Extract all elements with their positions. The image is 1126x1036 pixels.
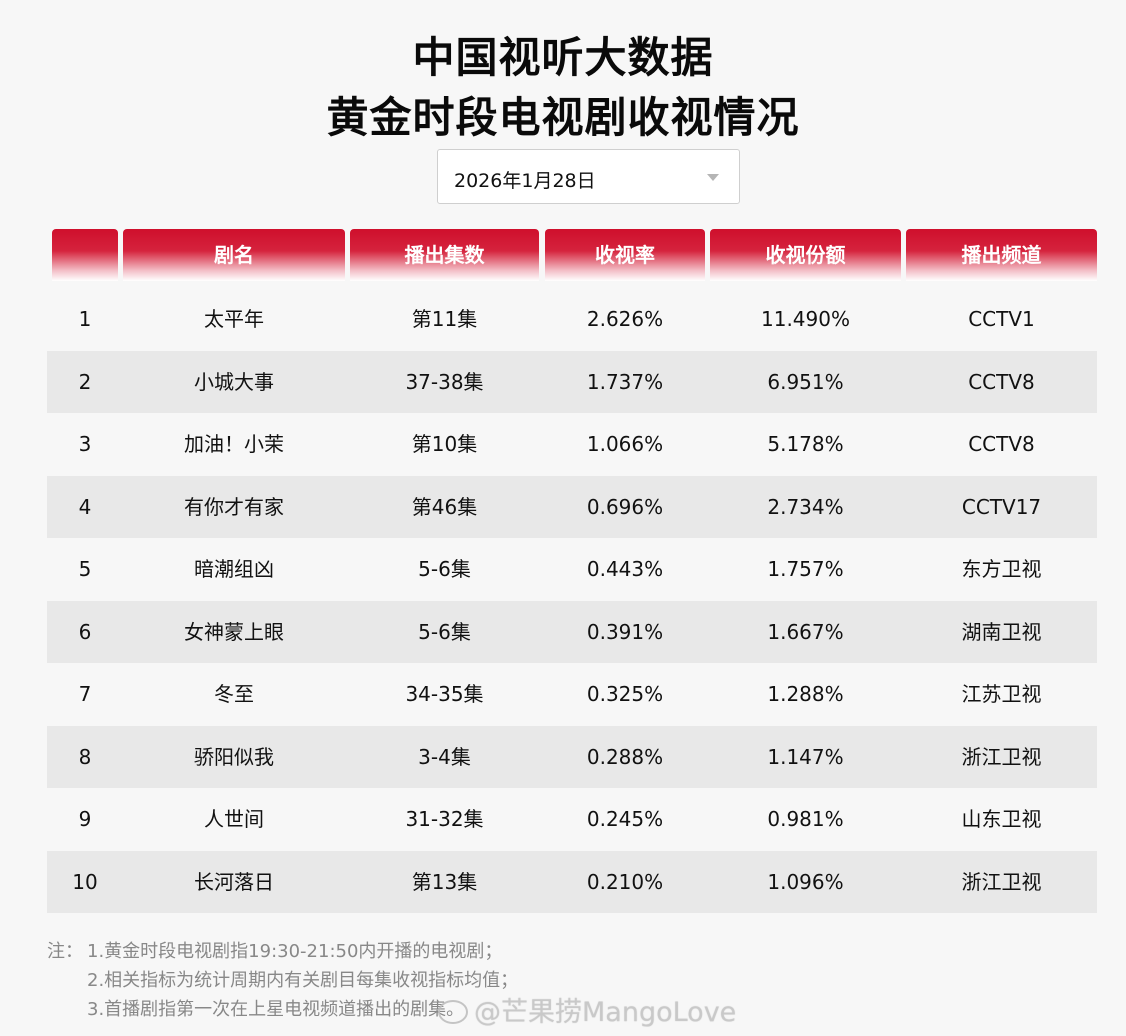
cell-title: 太平年 [204,307,264,331]
table-row: 8 骄阳似我 3-4集 0.288% 1.147% 浙江卫视 [47,726,1097,788]
note-line: 3.首播剧指第一次在上星电视频道播出的剧集。 [87,999,465,1020]
cell-channel: 浙江卫视 [961,745,1042,769]
cell-episodes: 34-35集 [405,682,484,706]
cell-title: 暗潮组凶 [194,557,274,581]
cell-share: 1.288% [767,682,844,706]
cell-rank: 6 [78,620,92,644]
cell-rating: 0.245% [586,807,664,831]
cell-share: 1.757% [767,557,844,581]
cell-rating: 1.737% [586,370,664,394]
cell-episodes: 第13集 [411,870,478,894]
table-row: 6 女神蒙上眼 5-6集 0.391% 1.667% 湖南卫视 [47,601,1097,663]
cell-rating: 0.443% [586,557,664,581]
cell-rating: 0.288% [586,745,664,769]
cell-title: 骄阳似我 [194,745,274,769]
cell-episodes: 31-32集 [405,807,484,831]
cell-rank: 2 [78,370,92,394]
notes: 注： 1.黄金时段电视剧指19:30-21:50内开播的电视剧； 2.相关指标为… [47,937,518,1024]
column-header-rank [52,229,118,281]
cell-share: 2.734% [767,495,844,519]
page-title: 中国视听大数据 [412,33,714,82]
cell-rank: 5 [78,557,92,581]
table-row: 5 暗潮组凶 5-6集 0.443% 1.757% 东方卫视 [47,538,1097,600]
cell-episodes: 37-38集 [405,370,484,394]
cell-share: 1.147% [767,745,844,769]
column-header-share: 收视份额 [710,229,901,281]
page-subtitle: 黄金时段电视剧收视情况 [326,93,800,142]
cell-rating: 0.325% [586,682,664,706]
cell-channel: 湖南卫视 [961,620,1042,644]
cell-episodes: 第11集 [411,307,478,331]
cell-episodes: 5-6集 [418,557,471,581]
cell-rank: 10 [72,870,98,894]
table-row: 9 人世间 31-32集 0.245% 0.981% 山东卫视 [47,788,1097,850]
cell-rating: 0.391% [586,620,664,644]
notes-prefix: 注： [47,941,83,962]
cell-share: 0.981% [767,807,844,831]
cell-title: 长河落日 [194,870,274,894]
table-row: 1 太平年 第11集 2.626% 11.490% CCTV1 [47,288,1097,350]
date-select[interactable]: 2026年1月28日 [437,149,740,204]
column-header-rating: 收视率 [545,229,705,281]
cell-channel: CCTV8 [968,432,1035,456]
cell-title: 加油！小茉 [184,432,284,456]
column-header-episodes: 播出集数 [350,229,539,281]
cell-episodes: 5-6集 [418,620,471,644]
watermark: @芒果捞MangoLove [438,990,736,1029]
cell-title: 有你才有家 [184,495,284,519]
cell-rank: 7 [78,682,92,706]
cell-share: 5.178% [767,432,844,456]
cell-channel: 东方卫视 [961,557,1042,581]
chevron-down-icon [707,174,719,181]
cell-channel: CCTV17 [961,495,1042,519]
cell-title: 小城大事 [194,370,274,394]
cell-channel: 山东卫视 [961,807,1042,831]
cell-share: 1.096% [767,870,844,894]
table-row: 4 有你才有家 第46集 0.696% 2.734% CCTV17 [47,476,1097,538]
cell-rating: 1.066% [586,432,664,456]
cell-rank: 1 [78,307,92,331]
cell-channel: 浙江卫视 [961,870,1042,894]
date-select-value: 2026年1月28日 [454,170,596,192]
cell-rating: 2.626% [586,307,664,331]
table-row: 2 小城大事 37-38集 1.737% 6.951% CCTV8 [47,351,1097,413]
cell-channel: CCTV8 [968,370,1035,394]
column-header-channel: 播出频道 [906,229,1097,281]
cell-rank: 9 [78,807,92,831]
cell-episodes: 第10集 [411,432,478,456]
table-row: 7 冬至 34-35集 0.325% 1.288% 江苏卫视 [47,663,1097,725]
watermark-text: @芒果捞MangoLove [474,997,737,1028]
note-line: 2.相关指标为统计周期内有关剧目每集收视指标均值； [87,970,519,991]
cell-share: 6.951% [767,370,844,394]
cell-rating: 0.210% [586,870,664,894]
cell-episodes: 第46集 [411,495,478,519]
cell-title: 人世间 [204,807,264,831]
column-header-title: 剧名 [123,229,345,281]
cell-episodes: 3-4集 [418,745,471,769]
cell-rank: 8 [78,745,92,769]
cell-rank: 4 [78,495,92,519]
cell-rating: 0.696% [586,495,664,519]
cell-channel: CCTV1 [968,307,1035,331]
cell-title: 冬至 [214,682,254,706]
cell-share: 11.490% [761,307,850,331]
cell-title: 女神蒙上眼 [184,620,284,644]
table-row: 10 长河落日 第13集 0.210% 1.096% 浙江卫视 [47,851,1097,913]
cell-rank: 3 [78,432,92,456]
weibo-icon [438,999,468,1024]
table-row: 3 加油！小茉 第10集 1.066% 5.178% CCTV8 [47,413,1097,475]
cell-share: 1.667% [767,620,844,644]
note-line: 1.黄金时段电视剧指19:30-21:50内开播的电视剧； [87,941,503,962]
cell-channel: 江苏卫视 [961,682,1042,706]
